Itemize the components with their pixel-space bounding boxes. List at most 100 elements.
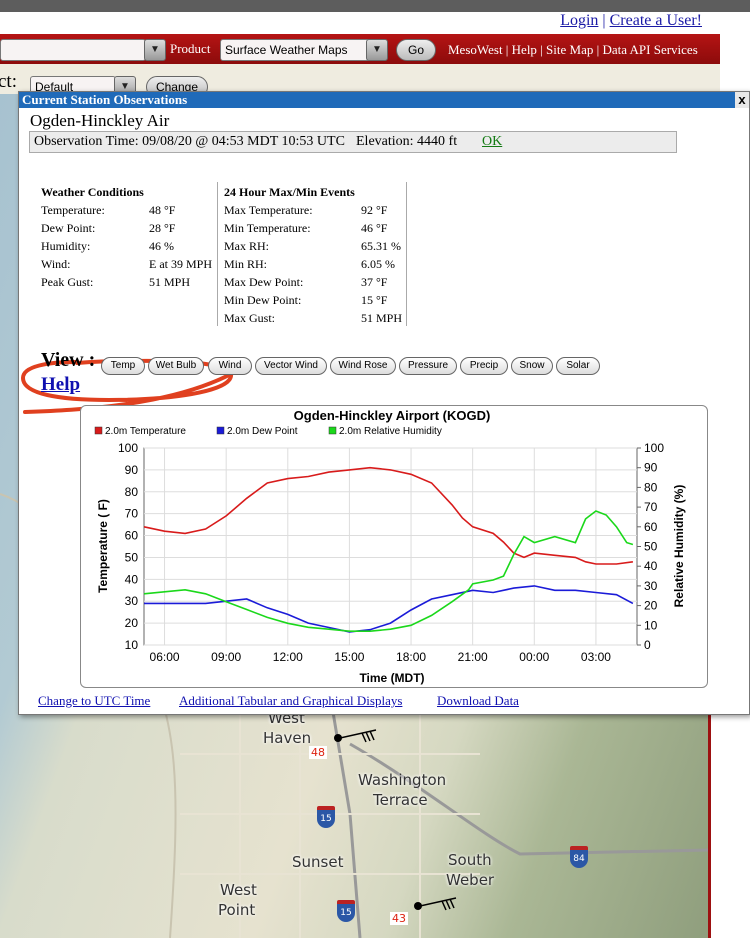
station-marker-43[interactable]: 43 xyxy=(390,912,408,925)
y2-tick-label: 90 xyxy=(644,461,658,475)
top-bar xyxy=(0,0,750,12)
x-tick-label: 21:00 xyxy=(458,650,488,664)
utc-time-link[interactable]: Change to UTC Time xyxy=(38,693,151,708)
y-tick-label: 40 xyxy=(125,572,139,586)
y-tick-label: 10 xyxy=(125,638,139,652)
event-value: 51 MPH xyxy=(361,311,403,325)
station-dot-icon-2[interactable] xyxy=(414,902,422,910)
nav-links[interactable]: MesoWest | Help | Site Map | Data API Se… xyxy=(448,42,698,57)
condition-label: Wind: xyxy=(41,257,71,271)
view-wet-bulb-button[interactable]: Wet Bulb xyxy=(148,357,204,375)
view-precip-button[interactable]: Precip xyxy=(460,357,508,375)
view-solar-button[interactable]: Solar xyxy=(556,357,600,375)
map-label-south: South xyxy=(448,851,492,869)
y-axis-label: Temperature ( F) xyxy=(96,499,110,593)
event-value: 92 °F xyxy=(361,203,388,217)
download-data-link[interactable]: Download Data xyxy=(437,693,519,708)
event-label: Max Dew Point: xyxy=(224,275,304,289)
condition-value: 28 °F xyxy=(149,221,176,235)
event-value: 46 °F xyxy=(361,221,388,235)
legend-label: 2.0m Temperature xyxy=(105,426,186,437)
go-button[interactable]: Go xyxy=(396,39,436,61)
chart-container: Ogden-Hinckley Airport (KOGD) 2.0m Temper… xyxy=(80,405,708,688)
condition-value: 51 MPH xyxy=(149,275,191,289)
station-marker-48[interactable]: 48 xyxy=(309,746,327,759)
map-label-haven: Haven xyxy=(263,729,312,747)
map-label-weber: Weber xyxy=(446,871,495,889)
ok-link[interactable]: OK xyxy=(482,134,503,149)
interstate-84-shield-icon: 84 xyxy=(570,846,588,868)
x-tick-label: 00:00 xyxy=(519,650,549,664)
left-select[interactable] xyxy=(0,39,146,61)
map-label-point: Point xyxy=(218,901,256,919)
wind-barb-icon-2 xyxy=(420,897,457,911)
x-tick-label: 03:00 xyxy=(581,650,611,664)
y-tick-label: 90 xyxy=(125,463,139,477)
create-user-link[interactable]: Create a User! xyxy=(609,12,702,29)
view-pressure-button[interactable]: Pressure xyxy=(399,357,457,375)
x-tick-label: 18:00 xyxy=(396,650,426,664)
nav-bar: ▼ Product Surface Weather Maps ▼ Go Meso… xyxy=(0,34,720,64)
wind-barb-icon xyxy=(340,729,377,743)
y2-tick-label: 40 xyxy=(644,559,658,573)
y-tick-label: 70 xyxy=(125,507,139,521)
event-value: 6.05 % xyxy=(361,257,395,271)
help-link[interactable]: Help xyxy=(41,374,81,395)
map-label-terrace: Terrace xyxy=(373,791,428,809)
close-icon[interactable]: x xyxy=(735,92,749,108)
observation-time: Observation Time: 09/08/20 @ 04:53 MDT 1… xyxy=(34,134,345,149)
left-select-arrow-icon[interactable]: ▼ xyxy=(144,39,166,61)
select-label: ct: xyxy=(0,71,17,92)
legend-label: 2.0m Dew Point xyxy=(227,426,298,437)
y-tick-label: 80 xyxy=(125,485,139,499)
y2-tick-label: 0 xyxy=(644,638,651,652)
series-line-temperature xyxy=(143,466,634,565)
chart-svg: Ogden-Hinckley Airport (KOGD) 2.0m Temper… xyxy=(94,408,686,685)
station-popup: Current Station Observations x Ogden-Hin… xyxy=(18,91,750,715)
observation-bar: Observation Time: 09/08/20 @ 04:53 MDT 1… xyxy=(29,131,677,153)
y-tick-label: 60 xyxy=(125,529,139,543)
condition-value: 46 % xyxy=(149,239,174,253)
y2-tick-label: 100 xyxy=(644,441,664,455)
y2-tick-label: 20 xyxy=(644,599,658,613)
table-divider-2 xyxy=(406,182,407,326)
y2-tick-label: 50 xyxy=(644,540,658,554)
station-name: Ogden-Hinckley Air xyxy=(30,111,170,130)
view-temp-button[interactable]: Temp xyxy=(101,357,145,375)
legend-swatch xyxy=(94,426,103,435)
view-wind-button[interactable]: Wind xyxy=(208,357,252,375)
event-label: Max Temperature: xyxy=(224,203,313,217)
event-value: 37 °F xyxy=(361,275,388,289)
condition-label: Peak Gust: xyxy=(41,275,94,289)
station-dot-icon[interactable] xyxy=(334,734,342,742)
x-tick-label: 06:00 xyxy=(150,650,180,664)
chart-title: Ogden-Hinckley Airport (KOGD) xyxy=(294,408,491,423)
view-wind-rose-button[interactable]: Wind Rose xyxy=(330,357,396,375)
events-header: 24 Hour Max/Min Events xyxy=(224,185,355,199)
series-line-relative-humidity xyxy=(143,510,634,632)
y-tick-label: 30 xyxy=(125,594,139,608)
event-label: Min RH: xyxy=(224,257,268,271)
y-tick-label: 20 xyxy=(125,616,139,630)
y-tick-label: 100 xyxy=(118,441,138,455)
product-select-arrow-icon[interactable]: ▼ xyxy=(366,39,388,61)
login-link[interactable]: Login xyxy=(560,12,599,29)
user-links: Login | Create a User! xyxy=(560,12,702,29)
event-label: Min Dew Point: xyxy=(224,293,302,307)
x-tick-label: 15:00 xyxy=(334,650,364,664)
legend-swatch xyxy=(328,426,337,435)
product-label: Product xyxy=(170,41,211,56)
popup-title[interactable]: Current Station Observations xyxy=(19,92,738,108)
product-select[interactable]: Surface Weather Maps xyxy=(220,39,372,61)
event-value: 65.31 % xyxy=(361,239,401,253)
map-label-washington: Washington xyxy=(358,771,447,789)
view-snow-button[interactable]: Snow xyxy=(511,357,553,375)
y2-tick-label: 30 xyxy=(644,579,658,593)
weather-conditions-header: Weather Conditions xyxy=(41,185,144,199)
plot-area xyxy=(143,447,638,646)
additional-displays-link[interactable]: Additional Tabular and Graphical Display… xyxy=(179,693,403,708)
view-vector-wind-button[interactable]: Vector Wind xyxy=(255,357,327,375)
y2-axis-label: Relative Humidity (%) xyxy=(672,485,686,608)
x-axis-label: Time (MDT) xyxy=(359,671,424,685)
y2-tick-label: 80 xyxy=(644,480,658,494)
